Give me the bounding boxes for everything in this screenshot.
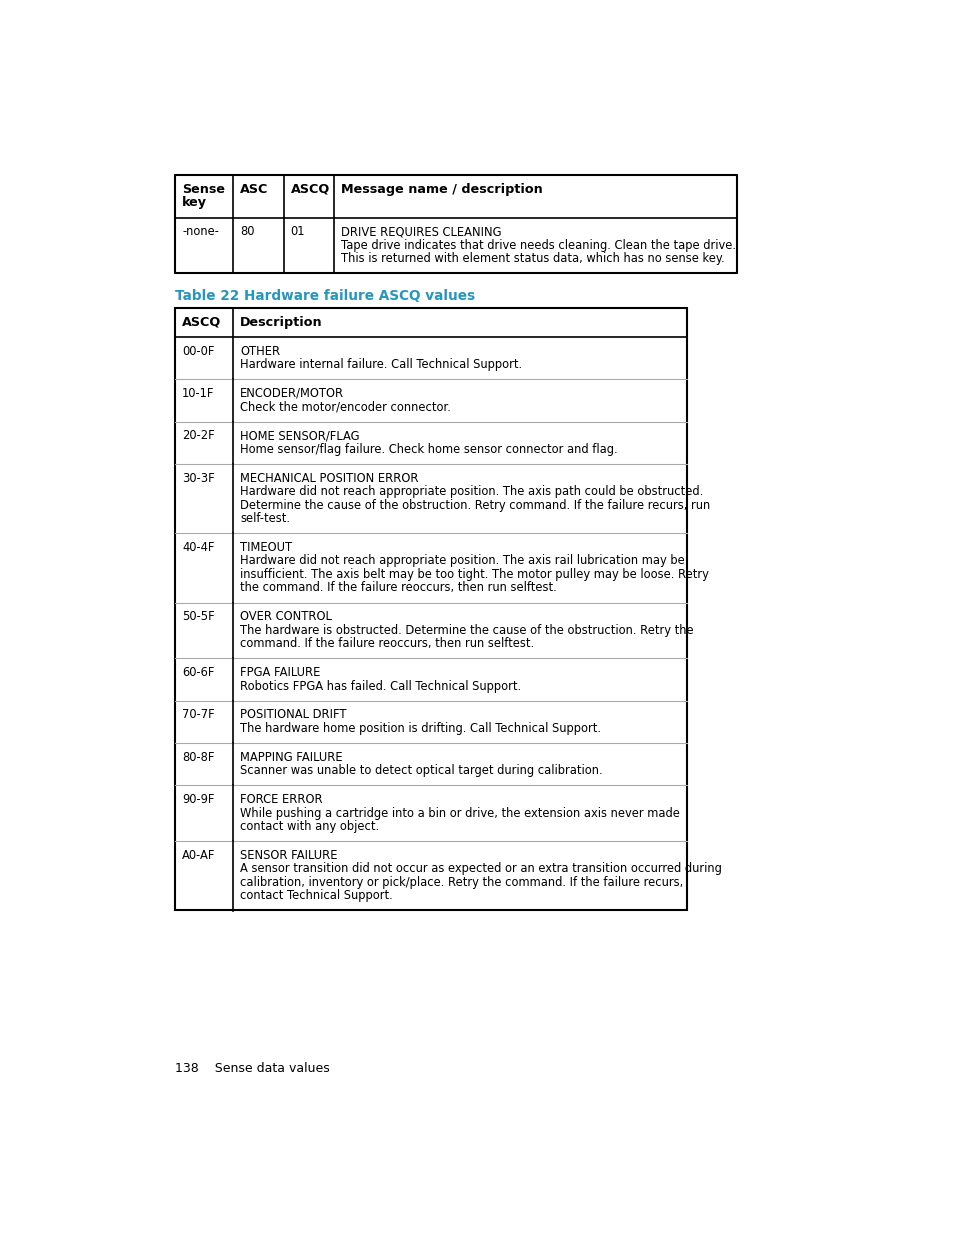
- Text: Description: Description: [240, 316, 322, 329]
- Text: ENCODER/MOTOR: ENCODER/MOTOR: [240, 387, 344, 400]
- Text: 138    Sense data values: 138 Sense data values: [174, 1062, 330, 1076]
- Text: Hardware internal failure. Call Technical Support.: Hardware internal failure. Call Technica…: [240, 358, 521, 370]
- Text: -none-: -none-: [182, 225, 218, 238]
- Text: command. If the failure reoccurs, then run selftest.: command. If the failure reoccurs, then r…: [240, 637, 534, 650]
- Text: Robotics FPGA has failed. Call Technical Support.: Robotics FPGA has failed. Call Technical…: [240, 679, 520, 693]
- Text: 01: 01: [291, 225, 305, 238]
- Text: Message name / description: Message name / description: [340, 183, 542, 196]
- Text: While pushing a cartridge into a bin or drive, the extension axis never made: While pushing a cartridge into a bin or …: [240, 806, 679, 820]
- Text: calibration, inventory or pick/place. Retry the command. If the failure recurs,: calibration, inventory or pick/place. Re…: [240, 876, 682, 889]
- Bar: [174, 308, 686, 910]
- Text: FPGA FAILURE: FPGA FAILURE: [240, 666, 320, 679]
- Text: 10-1F: 10-1F: [182, 387, 214, 400]
- Text: The hardware home position is drifting. Call Technical Support.: The hardware home position is drifting. …: [240, 721, 600, 735]
- Text: A sensor transition did not occur as expected or an extra transition occurred du: A sensor transition did not occur as exp…: [240, 862, 721, 876]
- Text: key: key: [182, 196, 207, 209]
- Text: OVER CONTROL: OVER CONTROL: [240, 610, 332, 624]
- Text: Home sensor/flag failure. Check home sensor connector and flag.: Home sensor/flag failure. Check home sen…: [240, 442, 618, 456]
- Text: MAPPING FAILURE: MAPPING FAILURE: [240, 751, 342, 763]
- Bar: [174, 175, 736, 273]
- Text: 80-8F: 80-8F: [182, 751, 214, 763]
- Text: 50-5F: 50-5F: [182, 610, 214, 624]
- Text: insufficient. The axis belt may be too tight. The motor pulley may be loose. Ret: insufficient. The axis belt may be too t…: [240, 568, 708, 580]
- Text: Check the motor/encoder connector.: Check the motor/encoder connector.: [240, 400, 451, 414]
- Text: FORCE ERROR: FORCE ERROR: [240, 793, 322, 806]
- Text: self-test.: self-test.: [240, 513, 290, 525]
- Text: A0-AF: A0-AF: [182, 848, 215, 862]
- Text: POSITIONAL DRIFT: POSITIONAL DRIFT: [240, 709, 346, 721]
- Text: Determine the cause of the obstruction. Retry command. If the failure recurs, ru: Determine the cause of the obstruction. …: [240, 499, 710, 511]
- Text: ASCQ: ASCQ: [291, 183, 330, 196]
- Text: ASCQ: ASCQ: [182, 316, 221, 329]
- Text: contact Technical Support.: contact Technical Support.: [240, 889, 393, 903]
- Text: 40-4F: 40-4F: [182, 541, 214, 555]
- Text: OTHER: OTHER: [240, 345, 280, 358]
- Text: MECHANICAL POSITION ERROR: MECHANICAL POSITION ERROR: [240, 472, 418, 484]
- Text: Tape drive indicates that drive needs cleaning. Clean the tape drive.: Tape drive indicates that drive needs cl…: [340, 238, 735, 252]
- Text: contact with any object.: contact with any object.: [240, 820, 379, 834]
- Text: TIMEOUT: TIMEOUT: [240, 541, 292, 555]
- Text: 60-6F: 60-6F: [182, 666, 214, 679]
- Text: DRIVE REQUIRES CLEANING: DRIVE REQUIRES CLEANING: [340, 225, 501, 238]
- Text: Scanner was unable to detect optical target during calibration.: Scanner was unable to detect optical tar…: [240, 764, 602, 777]
- Text: 70-7F: 70-7F: [182, 709, 214, 721]
- Text: This is returned with element status data, which has no sense key.: This is returned with element status dat…: [340, 252, 723, 266]
- Text: SENSOR FAILURE: SENSOR FAILURE: [240, 848, 337, 862]
- Text: 80: 80: [240, 225, 254, 238]
- Text: 00-0F: 00-0F: [182, 345, 214, 358]
- Text: the command. If the failure reoccurs, then run selftest.: the command. If the failure reoccurs, th…: [240, 582, 557, 594]
- Text: Hardware did not reach appropriate position. The axis rail lubrication may be: Hardware did not reach appropriate posit…: [240, 555, 684, 567]
- Text: 90-9F: 90-9F: [182, 793, 214, 806]
- Text: Sense: Sense: [182, 183, 225, 196]
- Text: Hardware did not reach appropriate position. The axis path could be obstructed.: Hardware did not reach appropriate posit…: [240, 485, 702, 498]
- Text: 20-2F: 20-2F: [182, 430, 214, 442]
- Text: Table 22 Hardware failure ASCQ values: Table 22 Hardware failure ASCQ values: [174, 289, 475, 303]
- Text: The hardware is obstructed. Determine the cause of the obstruction. Retry the: The hardware is obstructed. Determine th…: [240, 624, 693, 637]
- Text: ASC: ASC: [240, 183, 268, 196]
- Text: 30-3F: 30-3F: [182, 472, 214, 484]
- Text: HOME SENSOR/FLAG: HOME SENSOR/FLAG: [240, 430, 359, 442]
